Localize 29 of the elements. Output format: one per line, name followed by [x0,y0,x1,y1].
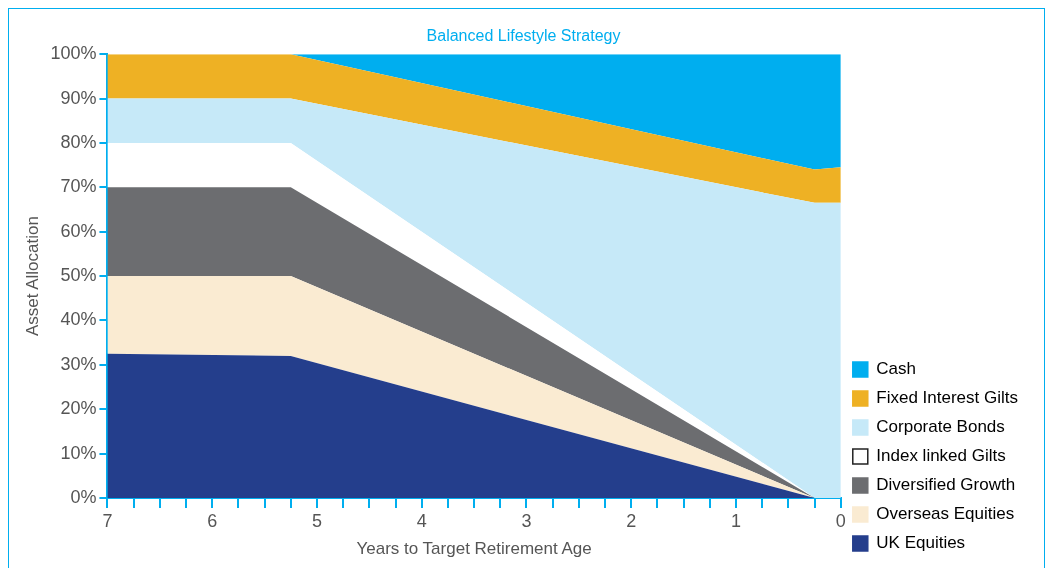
legend-label: Overseas Equities [876,504,1015,524]
y-axis-title: Asset Allocation [22,216,42,337]
legend-label: Index linked Gilts [876,446,1006,466]
legend-label: Diversified Growth [876,475,1016,495]
legend-label: UK Equities [876,533,966,553]
legend-label: Cash [876,359,916,379]
x-tick-label: 2 [626,510,637,531]
y-tick-label: 20% [60,398,97,419]
y-tick-label: 50% [60,265,97,286]
x-tick-label: 4 [416,510,427,531]
x-tick-label: 0 [835,510,846,531]
y-tick-label: 70% [60,176,97,197]
y-tick-label: 0% [70,486,97,507]
x-tick-label: 3 [521,510,532,531]
y-tick-label: 90% [60,87,97,108]
y-tick-label: 30% [60,353,97,374]
y-tick-label: 10% [60,442,97,463]
legend-label: Corporate Bonds [876,417,1005,437]
chart-title: Balanced Lifestyle Strategy [426,27,621,45]
legend-label: Fixed Interest Gilts [876,388,1019,408]
y-tick-label: 100% [50,43,97,64]
x-tick-label: 6 [207,510,218,531]
y-tick-label: 80% [60,131,97,152]
x-tick-label: 5 [311,510,322,531]
x-axis-title: Years to Target Retirement Age [356,539,592,559]
y-tick-label: 60% [60,220,97,241]
y-tick-label: 40% [60,309,97,330]
x-tick-label: 7 [102,510,113,531]
x-tick-label: 1 [731,510,742,531]
